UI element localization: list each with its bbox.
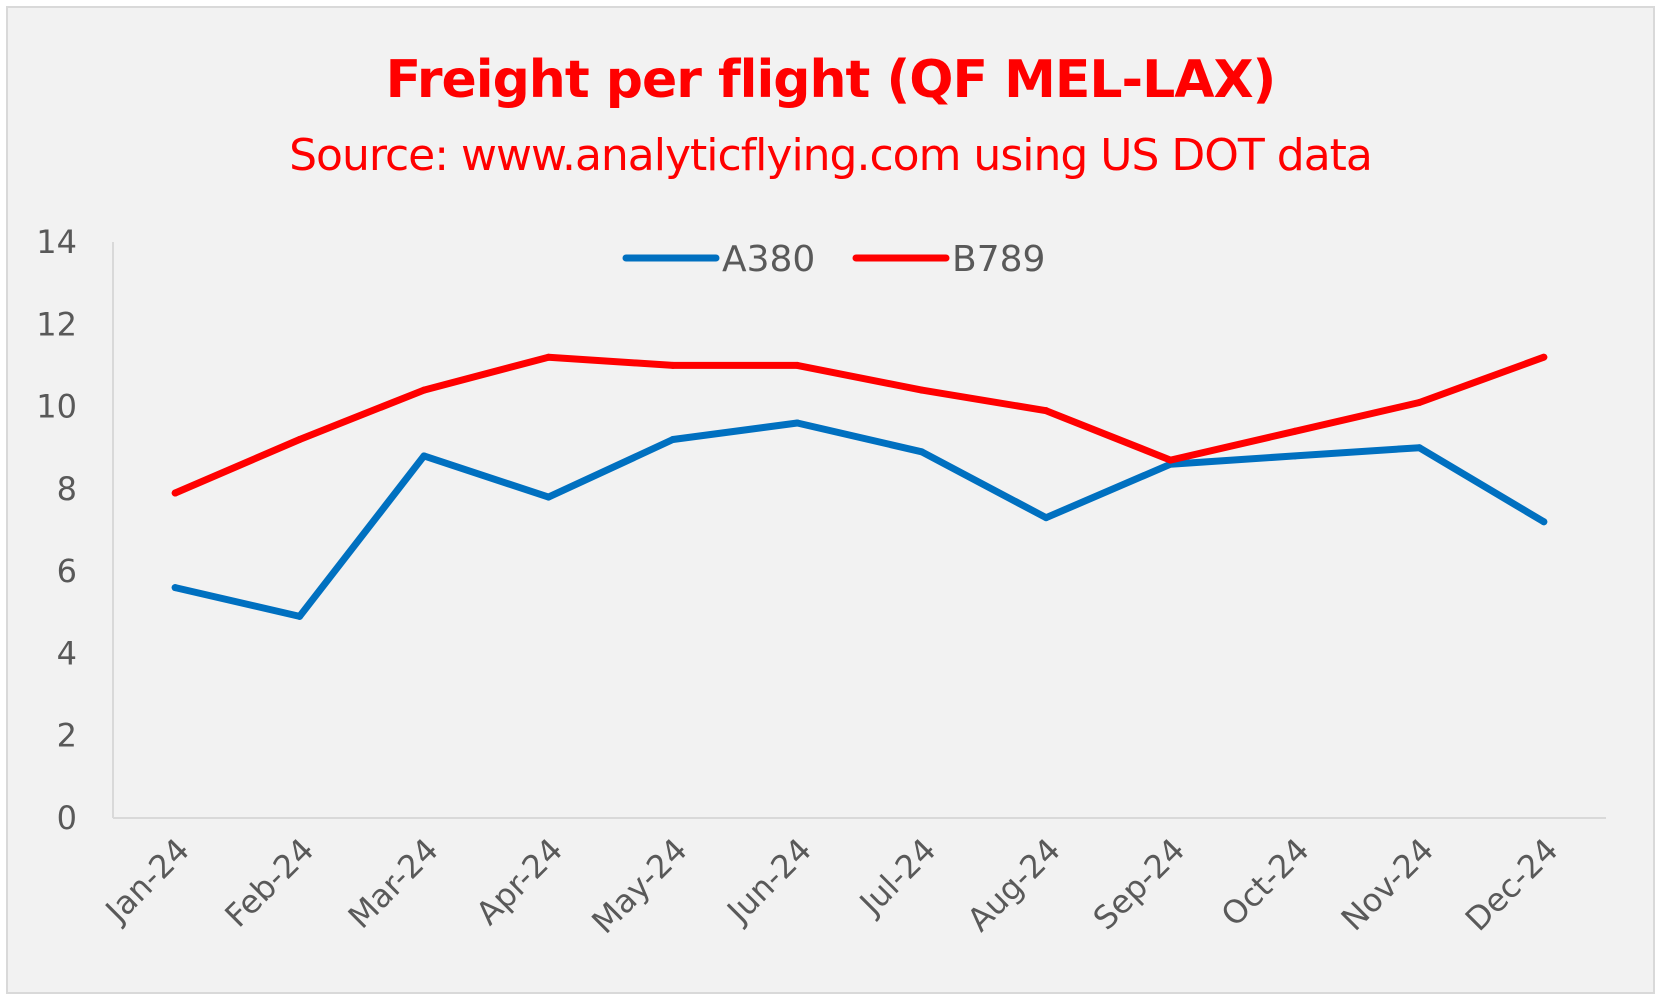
chart-title: Freight per flight (QF MEL-LAX)	[385, 50, 1277, 110]
x-tick-label: Feb-24	[217, 831, 321, 935]
x-tick-label: Sep-24	[1086, 831, 1192, 937]
y-tick-label: 12	[36, 305, 77, 343]
x-tick-label: Mar-24	[341, 831, 446, 936]
data-point	[669, 435, 677, 443]
data-point	[420, 452, 428, 460]
y-tick-label: 14	[36, 223, 77, 261]
data-point	[1042, 407, 1050, 415]
x-tick-label: Jul-24	[851, 831, 944, 924]
data-point	[171, 584, 179, 592]
legend-label-b789: B789	[952, 239, 1045, 280]
data-point	[1540, 353, 1548, 361]
y-tick-label: 2	[57, 717, 77, 755]
x-tick-label: May-24	[584, 831, 694, 941]
x-tick-label: Jun-24	[718, 831, 819, 932]
data-point	[1167, 456, 1175, 464]
data-point	[171, 489, 179, 497]
series-line-a380	[171, 419, 1548, 620]
data-point	[544, 353, 552, 361]
chart-subtitle: Source: www.analyticflying.com using US …	[289, 130, 1373, 181]
y-tick-label: 10	[36, 388, 77, 426]
data-point	[793, 361, 801, 369]
x-tick-label: Oct-24	[1214, 831, 1317, 934]
chart-frame: Freight per flight (QF MEL-LAX) Source: …	[6, 6, 1655, 994]
data-point	[793, 419, 801, 427]
y-tick-label: 8	[57, 470, 77, 508]
x-tick-label: Aug-24	[960, 831, 1068, 939]
data-point	[1042, 514, 1050, 522]
data-point	[1291, 452, 1299, 460]
x-tick-label: Nov-24	[1334, 831, 1441, 938]
x-tick-label: Apr-24	[469, 831, 571, 933]
y-tick-label: 4	[57, 634, 77, 672]
data-point	[296, 435, 304, 443]
data-point	[1291, 427, 1299, 435]
data-point	[1540, 518, 1548, 526]
data-point	[420, 386, 428, 394]
series-line-b789	[171, 353, 1548, 497]
data-point	[1415, 398, 1423, 406]
data-point	[1415, 444, 1423, 452]
data-point	[296, 612, 304, 620]
data-point	[918, 386, 926, 394]
x-tick-label: Dec-24	[1458, 831, 1566, 939]
y-tick-label: 6	[57, 552, 77, 590]
x-tick-label: Jan-24	[97, 831, 197, 931]
y-tick-label: 0	[57, 799, 77, 837]
data-point	[544, 493, 552, 501]
data-point	[918, 448, 926, 456]
legend-label-a380: A380	[722, 239, 815, 280]
data-point	[669, 361, 677, 369]
